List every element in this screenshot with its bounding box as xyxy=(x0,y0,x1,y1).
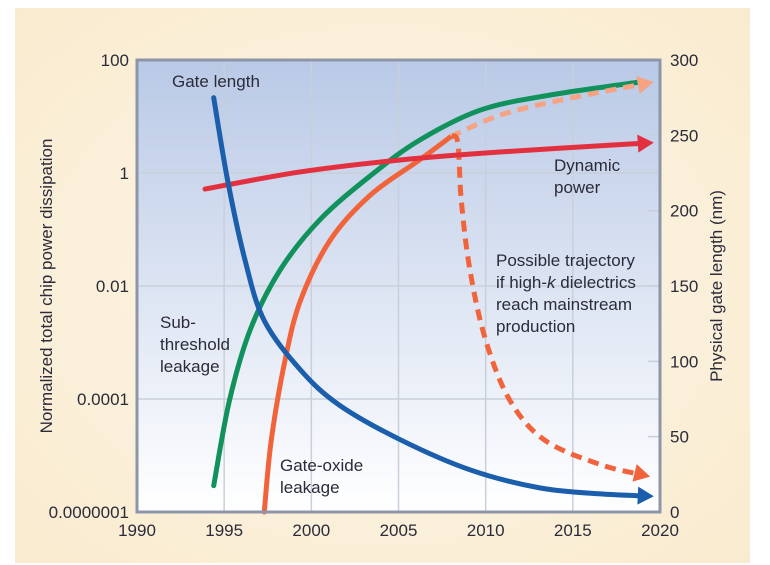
annotation-highk: Possible trajectory xyxy=(496,251,635,270)
y2-tick-label: 50 xyxy=(670,428,689,447)
annotation-highk: if high-k dielectrics xyxy=(496,273,636,292)
y2-axis-label: Physical gate length (nm) xyxy=(707,190,726,382)
annotation-highk: reach mainstream xyxy=(496,295,632,314)
y-axis-label: Normalized total chip power dissipation xyxy=(37,139,56,434)
annotation-subthreshold: leakage xyxy=(160,357,220,376)
y2-tick-label: 300 xyxy=(670,51,698,70)
plot-frame xyxy=(135,58,662,514)
arrowhead-gate-length xyxy=(637,486,654,505)
annotation-gate-oxide: leakage xyxy=(280,478,340,497)
y2-tick-label: 250 xyxy=(670,126,698,145)
x-tick-label: 2005 xyxy=(380,521,418,540)
y-tick-label: 0.0001 xyxy=(77,390,129,409)
series-line-gate-oxide-continued xyxy=(449,80,649,139)
arrowhead-dynamic xyxy=(637,134,654,153)
y-tick-label: 1 xyxy=(120,164,129,183)
annotation-dynamic: Dynamic xyxy=(554,156,621,175)
x-tick-label: 2000 xyxy=(292,521,330,540)
series-line-gate-length xyxy=(211,95,651,499)
annotation-gate-oxide: Gate-oxide xyxy=(280,456,363,475)
annotation-highk: production xyxy=(496,317,575,336)
annotation-dynamic: power xyxy=(554,178,601,197)
arrowhead-gate-oxide-highk xyxy=(632,464,651,482)
y2-tick-label: 200 xyxy=(670,202,698,221)
series-line-gate-oxide-highk xyxy=(449,133,645,478)
x-tick-label: 1995 xyxy=(205,521,243,540)
annotation-gate-length: Gate length xyxy=(172,72,260,91)
annotation-subthreshold: threshold xyxy=(160,335,230,354)
arrowhead-gate-oxide-continued xyxy=(636,76,654,94)
x-tick-label: 2010 xyxy=(467,521,505,540)
y-tick-label: 0.01 xyxy=(96,277,129,296)
y2-tick-label: 100 xyxy=(670,352,698,371)
series-line-dynamic xyxy=(202,140,651,192)
x-tick-label: 2020 xyxy=(641,521,679,540)
y-tick-label: 0.0000001 xyxy=(49,503,129,522)
y2-tick-label: 150 xyxy=(670,277,698,296)
x-tick-label: 1990 xyxy=(118,521,156,540)
y-tick-label: 100 xyxy=(101,51,129,70)
series-line-gate-oxide xyxy=(261,134,454,515)
x-tick-label: 2015 xyxy=(554,521,592,540)
annotation-subthreshold: Sub- xyxy=(160,313,196,332)
y2-tick-label: 0 xyxy=(670,503,679,522)
series-line-subthreshold xyxy=(211,79,644,489)
